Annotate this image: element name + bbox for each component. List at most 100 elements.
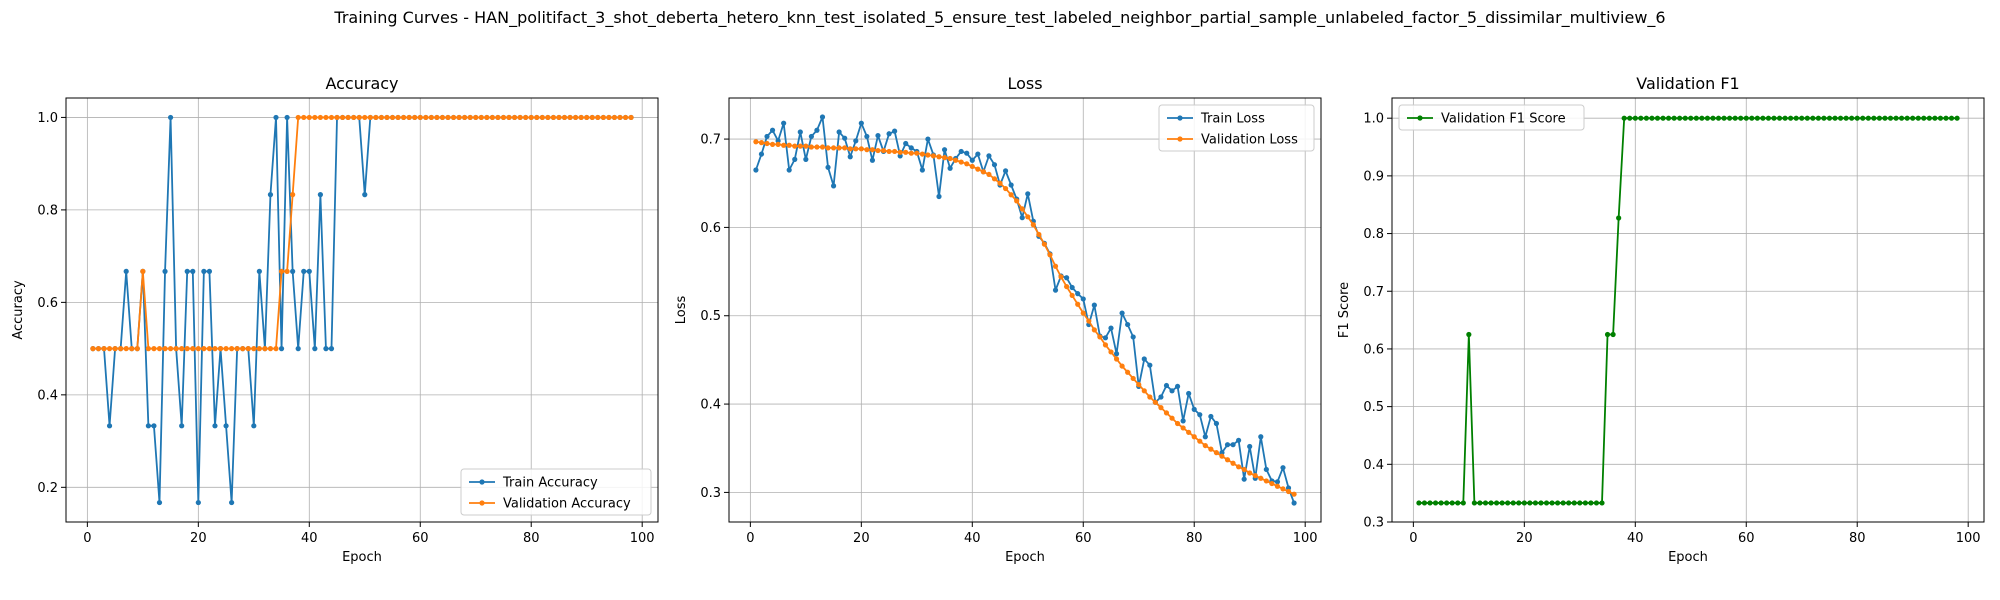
data-point [1019,215,1025,221]
data-point [561,114,568,121]
data-point [1080,296,1086,302]
data-point [156,346,163,352]
data-point [1532,500,1539,506]
data-point [830,145,837,151]
data-point [1732,115,1738,121]
data-point [1876,115,1883,121]
data-point [1019,206,1025,212]
data-point [373,114,379,121]
data-point [1582,500,1588,506]
data-point [1754,115,1760,121]
x-tick-label: 80 [1186,531,1203,546]
data-point [914,150,920,156]
data-point [1075,301,1081,307]
data-point [129,346,135,352]
y-tick-label: 0.3 [700,486,721,501]
legend-marker [1177,115,1183,121]
data-point [1505,500,1511,506]
data-point [284,114,290,121]
data-point [1080,310,1086,316]
plot-frame [728,97,1322,523]
x-axis-label: Epoch [1005,550,1045,565]
data-point [500,114,507,121]
data-point [1002,185,1009,192]
data-point [1191,406,1197,412]
data-point [1247,470,1253,476]
data-point [964,161,970,167]
data-point [156,499,163,506]
data-point [317,192,323,198]
data-point [1477,500,1483,506]
data-point [195,346,201,352]
data-point [781,120,787,126]
x-tick-label: 40 [301,531,318,546]
data-point [478,114,484,121]
data-point [406,114,412,121]
data-point [101,346,107,352]
legend-label: Validation Loss [1201,133,1298,148]
data-point [190,346,196,352]
data-point [1236,464,1242,470]
data-point [1213,450,1220,456]
data-point [803,143,809,149]
data-point [1776,115,1783,121]
y-tick-label: 1.0 [37,111,58,126]
data-point [947,155,953,162]
data-point [1169,388,1175,394]
data-point [1455,500,1461,506]
x-tick-label: 60 [1075,531,1092,546]
legend-marker [479,500,485,506]
data-point [229,346,235,352]
y-axis-label: Loss [674,296,689,325]
data-point [179,423,185,429]
legend-box [1158,104,1315,152]
data-point [1621,115,1627,121]
data-point [545,114,551,121]
x-tick-label: 100 [1293,531,1318,546]
data-point [1014,198,1020,204]
data-point [1163,410,1170,416]
data-point [1180,425,1186,431]
data-point [295,346,301,352]
legend-label: Train Accuracy [502,476,598,491]
data-point [858,146,864,152]
data-point [1141,388,1147,394]
data-point [145,423,151,429]
data-point [1008,182,1014,188]
data-point [819,114,826,120]
data-point [1871,115,1877,121]
data-point [1826,115,1833,121]
y-tick-label: 0.5 [700,309,721,324]
data-point [323,114,329,121]
chart-title: Validation F1 [1636,74,1739,93]
data-point [781,142,787,148]
data-point [351,114,357,121]
data-point [958,159,964,165]
data-point [1632,115,1638,121]
data-point [190,268,196,274]
data-point [825,145,831,151]
data-point [1421,500,1428,506]
data-point [1119,310,1125,316]
data-point [1821,115,1827,121]
data-point [573,114,579,121]
legend-box [460,468,652,516]
data-point [267,346,274,352]
data-point [853,146,859,152]
data-point [869,147,876,153]
data-point [1280,486,1286,492]
data-point [312,114,318,121]
data-point [880,147,887,154]
data-point [262,346,268,352]
data-point [1274,483,1281,489]
data-point [1247,443,1253,450]
legend-box [1398,104,1585,131]
data-point [1208,446,1214,452]
data-point [1241,476,1247,482]
y-tick-label: 0.7 [700,133,721,148]
data-point [622,114,629,121]
data-point [1052,287,1059,293]
chart-title: Loss [1007,74,1042,93]
data-point [328,346,335,352]
data-point [1593,500,1600,506]
